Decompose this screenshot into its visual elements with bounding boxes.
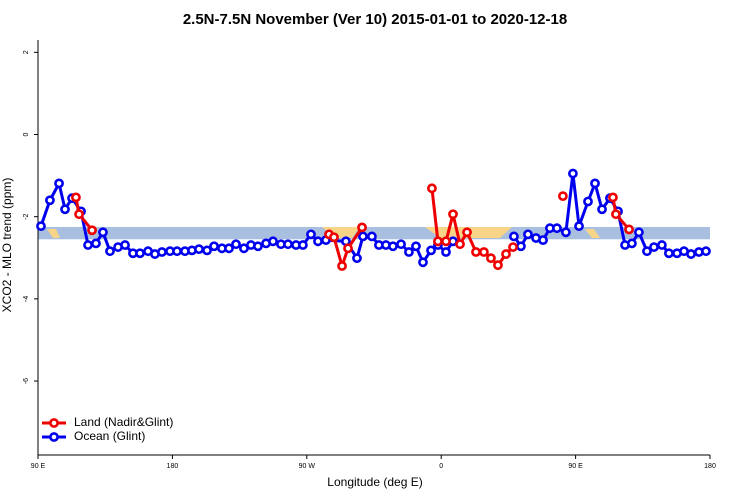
point: [283, 239, 293, 250]
x-tick-label: 90 E: [31, 463, 46, 470]
point: [157, 247, 167, 257]
point: [426, 245, 436, 256]
point: [91, 238, 101, 249]
point: [664, 248, 674, 259]
point: [367, 231, 377, 242]
point: [433, 236, 443, 247]
point: [634, 227, 644, 238]
y-tick-label: 0: [23, 132, 30, 136]
point: [493, 260, 503, 271]
point: [71, 192, 81, 203]
patch: [47, 229, 60, 238]
point: [74, 209, 84, 220]
point: [479, 247, 489, 257]
point: [657, 240, 667, 250]
point: [590, 178, 600, 189]
point: [611, 209, 621, 220]
point: [306, 229, 316, 240]
point: [404, 247, 414, 257]
x-tick-label: 90 W: [299, 463, 316, 470]
point: [701, 246, 711, 257]
legend-label: Ocean (Glint): [74, 429, 145, 443]
point: [418, 257, 428, 268]
point: [552, 223, 562, 234]
point: [343, 243, 353, 254]
point: [396, 239, 406, 250]
point: [83, 240, 93, 250]
point: [358, 231, 368, 242]
point: [45, 195, 55, 206]
point: [568, 168, 578, 179]
patch: [322, 227, 360, 238]
point: [172, 246, 182, 257]
x-axis-label: Longitude (deg E): [327, 475, 422, 489]
point: [516, 241, 526, 252]
legend-marker: [49, 432, 59, 442]
point: [624, 224, 634, 235]
point: [268, 236, 278, 247]
point: [560, 227, 571, 238]
point: [105, 246, 115, 257]
point: [583, 196, 593, 207]
point: [441, 247, 451, 257]
y-tick-label: -4: [23, 296, 30, 302]
point: [441, 236, 451, 247]
point: [357, 222, 367, 233]
point: [60, 204, 70, 215]
point: [486, 253, 496, 264]
point: [411, 241, 421, 252]
point: [209, 241, 219, 252]
point: [649, 242, 659, 252]
point: [337, 261, 347, 271]
y-tick-label: -6: [23, 378, 30, 384]
point: [574, 221, 584, 232]
point: [224, 243, 234, 254]
y-axis-label: XCO2 - MLO trend (ppm): [0, 178, 14, 313]
legend-marker: [49, 418, 59, 428]
point: [686, 249, 696, 259]
point: [135, 248, 145, 259]
y-tick-label: 2: [23, 50, 30, 54]
point: [455, 239, 465, 250]
x-tick-label: 180: [167, 463, 179, 470]
chart-title: 2.5N-7.5N November (Ver 10) 2015-01-01 t…: [183, 11, 567, 28]
point: [231, 239, 241, 250]
point: [642, 246, 652, 257]
point: [253, 241, 263, 252]
point: [36, 221, 46, 232]
point: [388, 241, 398, 252]
point: [509, 231, 519, 242]
point: [462, 227, 472, 238]
x-tick-label: 90 E: [568, 463, 583, 470]
point: [558, 191, 568, 202]
point: [597, 204, 607, 215]
point: [508, 242, 518, 252]
patch: [585, 229, 600, 238]
point: [352, 253, 362, 264]
point: [194, 244, 204, 255]
point: [608, 192, 618, 203]
point: [329, 232, 339, 243]
point: [120, 240, 130, 250]
point: [54, 178, 64, 189]
point: [501, 249, 511, 259]
point: [626, 238, 637, 249]
point: [98, 227, 108, 238]
point: [298, 240, 308, 250]
point: [471, 247, 481, 257]
point: [523, 229, 533, 240]
point: [538, 235, 548, 246]
point: [313, 236, 323, 247]
legend-label: Land (Nadir&Glint): [74, 415, 173, 429]
point: [427, 183, 437, 194]
x-tick-label: 180: [704, 463, 716, 470]
point: [87, 225, 97, 236]
point: [448, 209, 458, 220]
y-tick-label: -2: [23, 213, 30, 219]
x-tick-label: 0: [439, 463, 443, 470]
point: [202, 245, 212, 256]
